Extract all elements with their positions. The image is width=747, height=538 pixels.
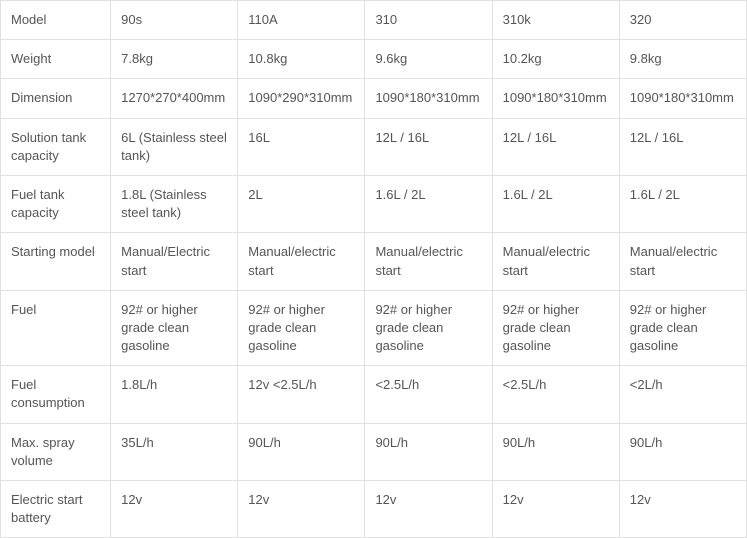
cell: 1090*180*310mm xyxy=(619,79,746,118)
cell: 12v xyxy=(238,481,365,538)
table-row: Starting model Manual/Electric start Man… xyxy=(1,233,747,290)
table-row: Fuel tank capacity 1.8L (Stainless steel… xyxy=(1,175,747,232)
table-row: Weight 7.8kg 10.8kg 9.6kg 10.2kg 9.8kg xyxy=(1,40,747,79)
table-row: Solution tank capacity 6L (Stainless ste… xyxy=(1,118,747,175)
cell: 1090*180*310mm xyxy=(365,79,492,118)
col-header: 310k xyxy=(492,1,619,40)
cell: 92# or higher grade clean gasoline xyxy=(238,290,365,366)
cell: 12L / 16L xyxy=(619,118,746,175)
cell: 16L xyxy=(238,118,365,175)
row-label: Electric start battery xyxy=(1,481,111,538)
cell: Manual/electric start xyxy=(238,233,365,290)
cell: <2.5L/h xyxy=(365,366,492,423)
cell: 12v <2.5L/h xyxy=(238,366,365,423)
table-row: Fuel 92# or higher grade clean gasoline … xyxy=(1,290,747,366)
table-row: Electric start battery 12v 12v 12v 12v 1… xyxy=(1,481,747,538)
col-header: 90s xyxy=(111,1,238,40)
cell: 2L xyxy=(238,175,365,232)
cell: 9.6kg xyxy=(365,40,492,79)
cell: 1.6L / 2L xyxy=(365,175,492,232)
spec-table: Model 90s 110A 310 310k 320 Weight 7.8kg… xyxy=(0,0,747,538)
cell: Manual/Electric start xyxy=(111,233,238,290)
table-body: Weight 7.8kg 10.8kg 9.6kg 10.2kg 9.8kg D… xyxy=(1,40,747,538)
cell: 92# or higher grade clean gasoline xyxy=(492,290,619,366)
row-label: Weight xyxy=(1,40,111,79)
cell: 10.8kg xyxy=(238,40,365,79)
cell: 90L/h xyxy=(238,423,365,480)
cell: Manual/electric start xyxy=(619,233,746,290)
col-header: Model xyxy=(1,1,111,40)
col-header: 310 xyxy=(365,1,492,40)
cell: 90L/h xyxy=(619,423,746,480)
cell: 1.6L / 2L xyxy=(492,175,619,232)
cell: <2L/h xyxy=(619,366,746,423)
cell: 10.2kg xyxy=(492,40,619,79)
table-row: Max. spray volume 35L/h 90L/h 90L/h 90L/… xyxy=(1,423,747,480)
cell: 12v xyxy=(365,481,492,538)
row-label: Fuel consumption xyxy=(1,366,111,423)
cell: 92# or higher grade clean gasoline xyxy=(111,290,238,366)
cell: 12L / 16L xyxy=(492,118,619,175)
row-label: Fuel xyxy=(1,290,111,366)
cell: 35L/h xyxy=(111,423,238,480)
cell: 1090*290*310mm xyxy=(238,79,365,118)
cell: 12v xyxy=(492,481,619,538)
col-header: 320 xyxy=(619,1,746,40)
cell: 1.6L / 2L xyxy=(619,175,746,232)
cell: Manual/electric start xyxy=(365,233,492,290)
cell: 1090*180*310mm xyxy=(492,79,619,118)
cell: 92# or higher grade clean gasoline xyxy=(365,290,492,366)
row-label: Max. spray volume xyxy=(1,423,111,480)
row-label: Starting model xyxy=(1,233,111,290)
cell: Manual/electric start xyxy=(492,233,619,290)
table-row: Dimension 1270*270*400mm 1090*290*310mm … xyxy=(1,79,747,118)
cell: 90L/h xyxy=(365,423,492,480)
table-header-row: Model 90s 110A 310 310k 320 xyxy=(1,1,747,40)
cell: 92# or higher grade clean gasoline xyxy=(619,290,746,366)
cell: 12v xyxy=(111,481,238,538)
row-label: Solution tank capacity xyxy=(1,118,111,175)
cell: 1.8L (Stainless steel tank) xyxy=(111,175,238,232)
cell: 1270*270*400mm xyxy=(111,79,238,118)
cell: 90L/h xyxy=(492,423,619,480)
cell: 12L / 16L xyxy=(365,118,492,175)
col-header: 110A xyxy=(238,1,365,40)
cell: 12v xyxy=(619,481,746,538)
cell: 6L (Stainless steel tank) xyxy=(111,118,238,175)
table-row: Fuel consumption 1.8L/h 12v <2.5L/h <2.5… xyxy=(1,366,747,423)
cell: 7.8kg xyxy=(111,40,238,79)
row-label: Fuel tank capacity xyxy=(1,175,111,232)
cell: 9.8kg xyxy=(619,40,746,79)
cell: 1.8L/h xyxy=(111,366,238,423)
cell: <2.5L/h xyxy=(492,366,619,423)
row-label: Dimension xyxy=(1,79,111,118)
